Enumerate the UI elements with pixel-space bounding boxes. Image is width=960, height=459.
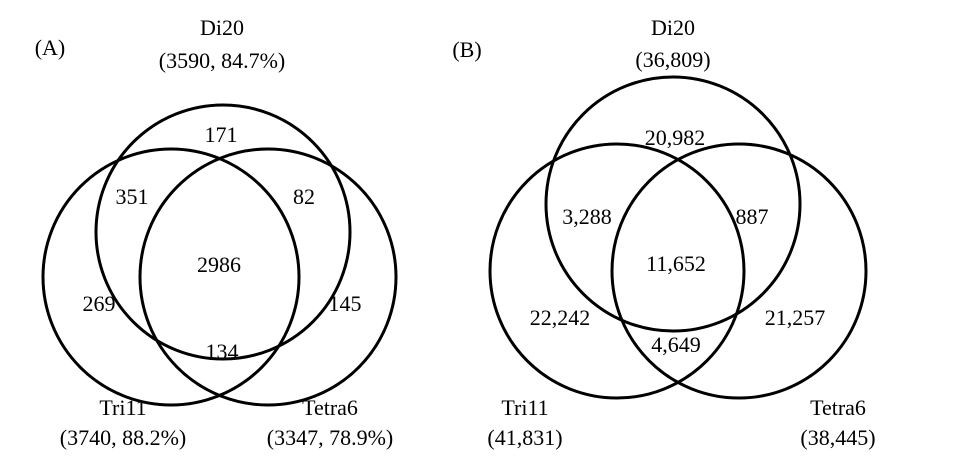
panel-label: (B) <box>452 37 481 62</box>
set-circle <box>544 75 802 333</box>
region-count: 351 <box>116 184 149 209</box>
region-count: 145 <box>329 291 362 316</box>
set-detail: (3740, 88.2%) <box>60 425 186 450</box>
region-count: 3,288 <box>562 204 612 229</box>
region-count: 2986 <box>197 252 241 277</box>
set-detail: (3347, 78.9%) <box>267 425 393 450</box>
set-circle <box>41 147 301 407</box>
set-detail: (36,809) <box>635 47 710 72</box>
region-count: 134 <box>206 339 239 364</box>
set-name: Tetra6 <box>810 395 866 420</box>
set-name: Tri11 <box>99 395 146 420</box>
region-count: 11,652 <box>646 251 706 276</box>
set-detail: (38,445) <box>800 425 875 450</box>
set-circle <box>94 103 352 361</box>
set-name: Di20 <box>651 15 695 40</box>
region-count: 22,242 <box>530 305 591 330</box>
set-name: Tetra6 <box>302 395 358 420</box>
region-count: 21,257 <box>765 305 826 330</box>
region-count: 171 <box>205 122 238 147</box>
panel-label: (A) <box>35 35 66 60</box>
region-count: 82 <box>293 184 315 209</box>
set-name: Di20 <box>200 15 244 40</box>
set-detail: (41,831) <box>487 425 562 450</box>
panel-b: (B) Di20 (36,809) Tri11 (41,831) Tetra6 … <box>452 15 875 450</box>
region-count: 269 <box>83 291 116 316</box>
panel-a: (A) Di20 (3590, 84.7%) Tri11 (3740, 88.2… <box>35 15 398 450</box>
set-name: Tri11 <box>501 395 548 420</box>
region-count: 887 <box>736 204 769 229</box>
region-count: 20,982 <box>645 125 706 150</box>
set-detail: (3590, 84.7%) <box>159 48 285 73</box>
region-count: 4,649 <box>651 332 701 357</box>
set-circle <box>138 147 398 407</box>
set-circle <box>488 142 746 400</box>
set-circle <box>610 142 868 400</box>
